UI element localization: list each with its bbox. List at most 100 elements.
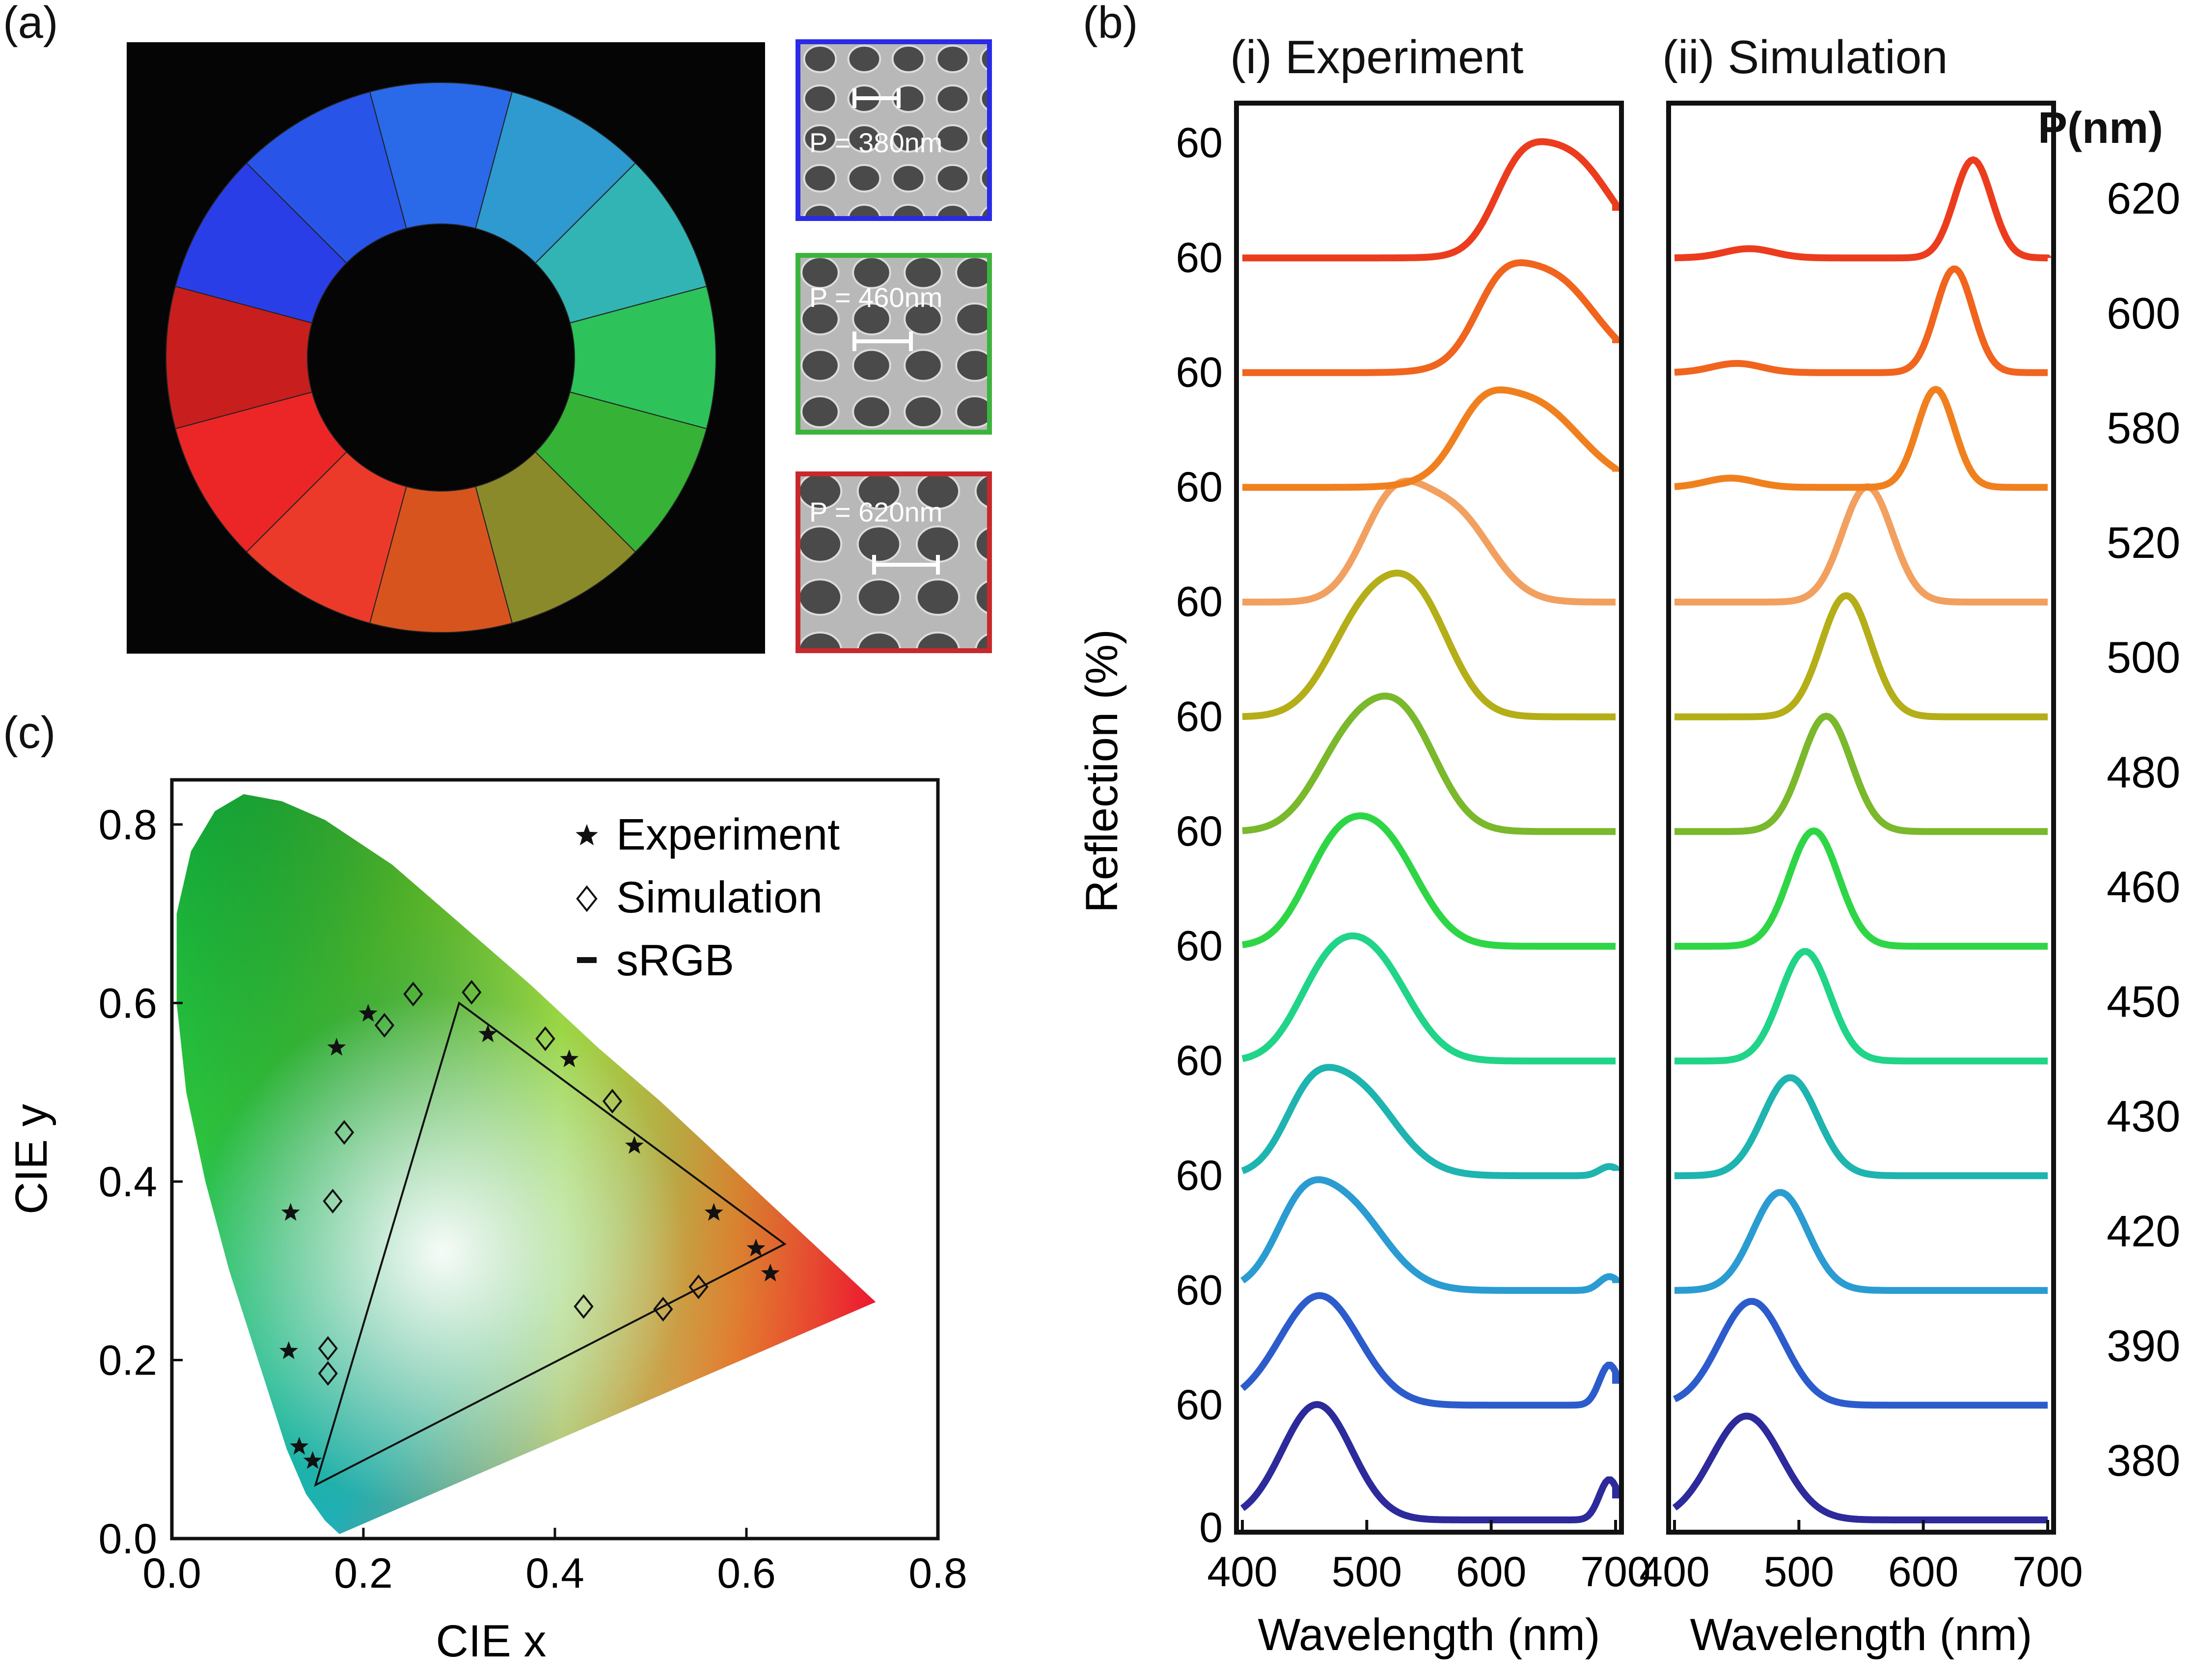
simulation-title: (ii) Simulation (1662, 31, 1948, 83)
sem-hole (847, 164, 881, 193)
experiment-point (761, 1264, 780, 1282)
spectra-x-tick-label: 600 (1456, 1548, 1527, 1596)
cie-x-tick-label: 0.8 (908, 1550, 967, 1597)
sem-hole (935, 84, 970, 113)
spectra-y-axis-label: Reflection (%) (1077, 629, 1127, 913)
spectra-y-tick-label: 60 (1176, 234, 1223, 281)
simulation-point (318, 1361, 338, 1386)
spectrum-line-450 (1241, 932, 1617, 1065)
sem-hole (935, 204, 970, 216)
period-label: 620 (2107, 174, 2180, 223)
simulation-point (403, 982, 423, 1007)
sem-hole (847, 45, 881, 73)
spectra-y-tick-label: 60 (1176, 349, 1223, 396)
spectrum-line-390 (1673, 1297, 2049, 1409)
legend-simulation-label: Simulation (616, 873, 823, 922)
experiment-point (327, 1038, 346, 1056)
sem-hole (847, 124, 881, 153)
panel-label-a: (a) (3, 0, 58, 48)
spectra-x-tick-label: 500 (1332, 1548, 1402, 1596)
simulation-point (334, 1120, 355, 1145)
spectra-y-tick-label: 60 (1176, 1267, 1223, 1314)
simulation-point (653, 1296, 673, 1322)
panel-label-b: (b) (1083, 0, 1138, 48)
sem-hole (857, 632, 901, 648)
sem-label: P = 460nm (809, 282, 943, 313)
sem-hole (904, 395, 943, 428)
simulation-frame (1666, 101, 2056, 1535)
spectra-x-tick-label: 400 (1207, 1548, 1278, 1596)
spectra-y-tick-label: 60 (1176, 1381, 1223, 1429)
sem-hole (803, 204, 837, 216)
sem-hole (856, 476, 902, 510)
experiment-point (625, 1136, 644, 1154)
sem-hole (904, 349, 943, 382)
cie-y-tick-label: 0.2 (98, 1337, 157, 1384)
experiment-point (704, 1203, 723, 1221)
sem-hole (980, 127, 987, 150)
simulation-point (574, 1294, 594, 1319)
sem-hole (852, 303, 891, 335)
spectrum-line-460 (1241, 812, 1617, 950)
sem-hole (852, 258, 891, 289)
cie-x-tick-label: 0.4 (525, 1550, 584, 1597)
color-wheel-photo (127, 42, 765, 654)
spectrum-line-430 (1241, 1064, 1619, 1180)
sem-hole (955, 258, 987, 289)
srgb-triangle (314, 1001, 787, 1487)
experiment-point (279, 1341, 298, 1359)
sem-hole (803, 164, 837, 193)
spectra-y-tick-label: 60 (1176, 808, 1223, 855)
experiment-point (358, 1004, 378, 1022)
cie-chart: 0.0 0.2 0.4 0.6 0.8 0.0 0.2 0.4 0.6 0.8 CIE x CIE y… (6, 778, 967, 1666)
sem-hole (974, 476, 987, 508)
period-header: P(nm) (2038, 104, 2163, 153)
sem-hole (915, 578, 961, 616)
experiment-frame (1234, 101, 1624, 1535)
sem-label: P = 620nm (809, 496, 943, 527)
spectrum-line-460 (1674, 827, 2049, 950)
spectrum-line-420 (1240, 1176, 1619, 1294)
spectrum-line-390 (1240, 1292, 1619, 1409)
spectra-y-tick-label: 60 (1176, 464, 1223, 511)
sem-hole (800, 632, 842, 648)
sem-hole (800, 525, 843, 563)
spectra-y-tick-label: 0 (1199, 1504, 1223, 1551)
spectra-x-axis-label: Wavelength (nm) (1690, 1610, 2032, 1660)
color-wheel (165, 82, 716, 633)
spectrum-line-450 (1674, 948, 2049, 1065)
experiment-title: (i) Experiment (1230, 31, 1524, 83)
period-label: 500 (2107, 633, 2180, 683)
experiment-point (746, 1239, 766, 1257)
sem-image-380: P = 380nm (796, 39, 992, 221)
sem-hole (891, 204, 926, 216)
spectra-y-tick-label: 60 (1176, 578, 1223, 626)
period-label: 420 (2107, 1207, 2180, 1256)
spectra-y-tick-label: 60 (1176, 693, 1223, 740)
sem-hole (935, 45, 970, 73)
sem-hole (800, 395, 840, 428)
simulation-point (462, 980, 482, 1005)
experiment-point (290, 1436, 309, 1455)
spectrum-line-420 (1674, 1189, 2049, 1294)
cie-y-tick-label: 0.0 (98, 1515, 157, 1563)
spectrum-line-480 (1241, 692, 1617, 835)
sem-hole (800, 349, 840, 382)
period-label: 450 (2107, 978, 2180, 1027)
cie-y-axis-label: CIE y (6, 1104, 56, 1214)
simulation-point (323, 1188, 343, 1214)
period-label: 380 (2107, 1436, 2180, 1486)
period-label: 390 (2107, 1322, 2180, 1371)
sem-hole (803, 84, 837, 113)
sem-hole (800, 476, 843, 510)
wheel-segment (246, 91, 407, 264)
spectrum-line-500 (1241, 569, 1617, 720)
sem-hole (852, 349, 891, 382)
simulation-point (535, 1026, 555, 1051)
period-label: 430 (2107, 1092, 2180, 1141)
legend-experiment-label: Experiment (616, 810, 840, 859)
spectrum-line-580 (1674, 386, 2049, 491)
sem-hole (856, 525, 902, 563)
simulation-point (688, 1274, 709, 1299)
sem-hole (980, 166, 987, 190)
